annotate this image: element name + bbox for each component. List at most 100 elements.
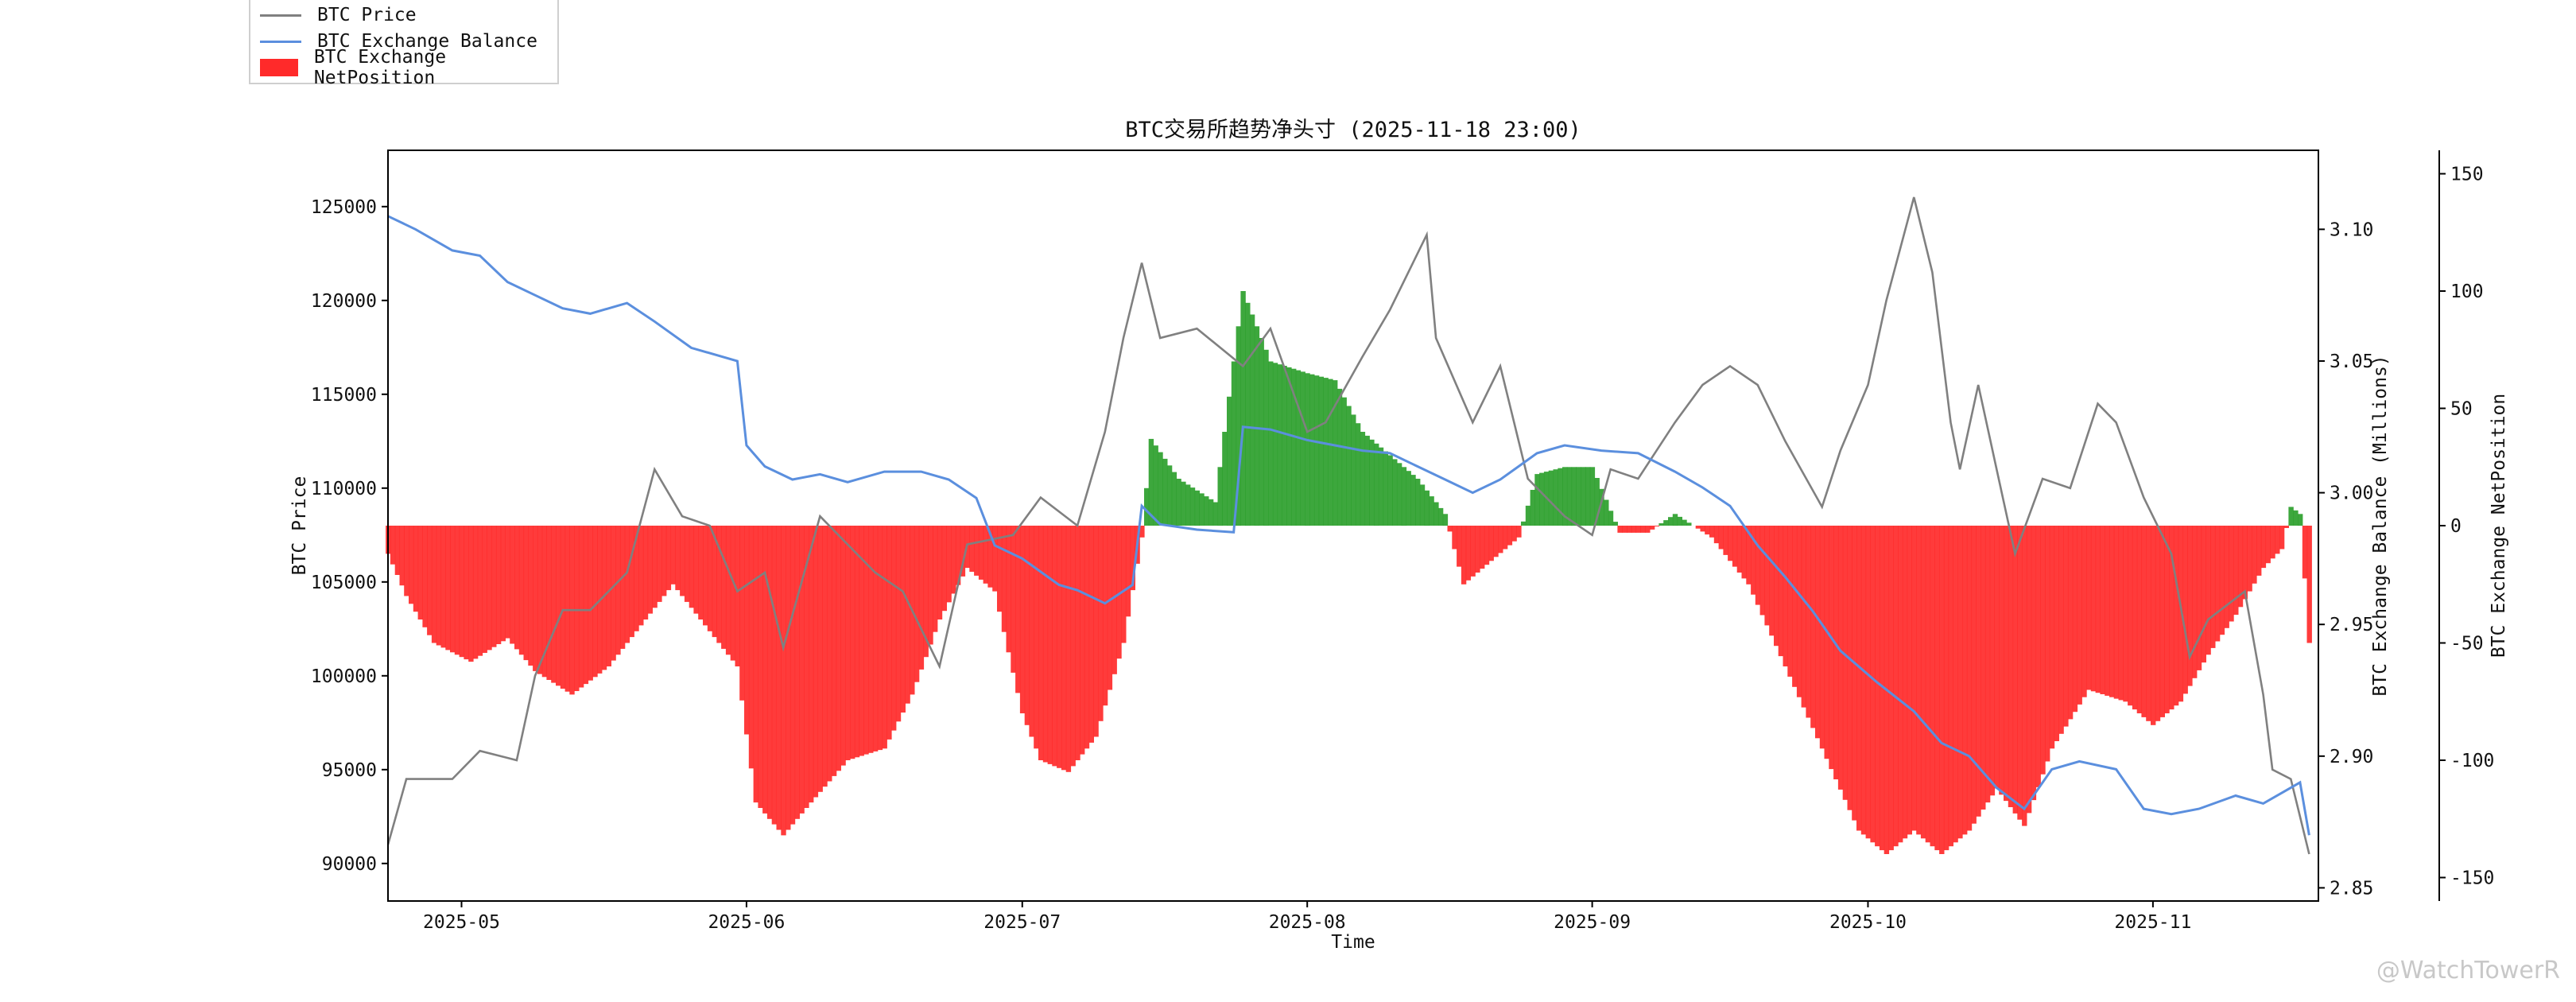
netposition-bar [1387, 455, 1393, 526]
netposition-bar [1819, 526, 1825, 749]
x-tick-label: 2025-09 [1554, 912, 1631, 933]
netposition-bar [822, 526, 828, 787]
legend-swatch-balance [260, 40, 301, 43]
netposition-bar [2031, 526, 2037, 801]
netposition-bar [1943, 526, 1949, 851]
netposition-bar [1102, 526, 1108, 706]
netposition-bar [2113, 526, 2120, 699]
netposition-bar [1842, 526, 1849, 800]
netposition-bar [1668, 517, 1674, 526]
x-tick-label: 2025-05 [423, 912, 500, 933]
netposition-bar [1144, 487, 1150, 526]
netposition-bar [450, 526, 456, 653]
netposition-bar [624, 526, 630, 643]
netposition-bar [578, 526, 584, 688]
netposition-bar [564, 526, 570, 692]
right-tick-label: 2.85 [2330, 878, 2373, 899]
netposition-bar [1677, 516, 1682, 526]
netposition-bar [1336, 388, 1343, 526]
right-tick-label: 3.05 [2330, 351, 2373, 372]
netposition-bar [1080, 526, 1085, 755]
netposition-bar [436, 526, 442, 646]
netposition-bar [431, 526, 437, 643]
netposition-bar [2182, 526, 2188, 694]
netposition-bar [1562, 467, 1568, 526]
netposition-bar [1608, 511, 1614, 526]
x-axis: 2025-05 2025-06 2025-07 2025-08 2025-09 2025-… [423, 901, 2191, 933]
netposition-bar [868, 526, 874, 753]
netposition-bar [1295, 370, 1302, 526]
netposition-bar [1713, 526, 1720, 544]
netposition-bar [1111, 526, 1117, 674]
left-tick-label: 120000 [311, 291, 377, 312]
netposition-bar [730, 526, 736, 661]
netposition-bar [1498, 526, 1503, 553]
left-y-axis: 90000 95000 100000 105000 110000 115000 120000… [311, 197, 388, 875]
netposition-bar [518, 526, 525, 655]
netposition-bar [882, 526, 887, 749]
netposition-bar [1042, 526, 1049, 763]
netposition-bar [1075, 526, 1080, 760]
netposition-bar [1971, 526, 1977, 824]
netposition-bar [1309, 374, 1315, 526]
netposition-bar [1052, 526, 1057, 767]
netposition-bar [900, 526, 906, 713]
netposition-bar [1999, 526, 2004, 795]
netposition-bar [1649, 526, 1655, 530]
netposition-bar [495, 526, 502, 644]
netposition-bar [872, 526, 879, 752]
netposition-bar [1313, 375, 1320, 526]
netposition-bar [748, 526, 755, 769]
netposition-bar [725, 526, 731, 655]
netposition-bar [1801, 526, 1806, 708]
netposition-bar [500, 526, 506, 642]
netposition-bar [817, 526, 823, 792]
netposition-bar [735, 526, 740, 666]
netposition-bar [1318, 376, 1324, 526]
netposition-bar [1093, 526, 1099, 737]
netposition-bar [541, 526, 548, 678]
netposition-bar [712, 526, 717, 638]
netposition-bar [836, 526, 841, 771]
netposition-bar [2159, 526, 2165, 717]
netposition-bar [2178, 526, 2184, 702]
netposition-bar [514, 526, 520, 650]
netposition-bar [2201, 526, 2206, 663]
netposition-bar [1594, 478, 1600, 526]
legend-item-btc-price: BTC Price [260, 3, 417, 27]
netposition-bar [2040, 526, 2046, 775]
netposition-bar [1282, 366, 1287, 526]
netposition-bar [1796, 526, 1802, 697]
netposition-bar [1525, 505, 1531, 526]
netposition-bar [1286, 367, 1292, 526]
netposition-bar [2214, 526, 2221, 642]
netposition-bar [1759, 526, 1765, 616]
legend-label-netposition: BTC Exchange NetPosition [313, 47, 447, 88]
outer-axis-label: BTC Exchange NetPosition [2489, 394, 2509, 658]
netposition-bar [891, 526, 897, 731]
netposition-bar [1006, 526, 1011, 653]
legend-label-price: BTC Price [317, 5, 417, 25]
netposition-bar [786, 526, 791, 830]
netposition-bar [2118, 526, 2124, 701]
netposition-bar [840, 526, 846, 766]
netposition-bar [1019, 526, 1026, 713]
netposition-bar [2279, 526, 2285, 550]
netposition-bar [1774, 526, 1779, 647]
netposition-bar [1061, 526, 1067, 771]
netposition-bar [2233, 526, 2239, 616]
netposition-bar [1916, 526, 1922, 835]
netposition-bar [1475, 526, 1480, 573]
netposition-bar [394, 526, 401, 575]
netposition-bar [799, 526, 805, 814]
netposition-bar [551, 526, 557, 683]
netposition-bar [781, 526, 786, 836]
netposition-bar [974, 526, 980, 576]
netposition-bar [762, 526, 768, 814]
netposition-bar [2105, 526, 2110, 696]
netposition-bar [1217, 467, 1223, 526]
netposition-bar [1769, 526, 1775, 636]
netposition-bar [1705, 526, 1710, 535]
netposition-bar [1148, 438, 1154, 526]
netposition-bar [1452, 526, 1457, 550]
